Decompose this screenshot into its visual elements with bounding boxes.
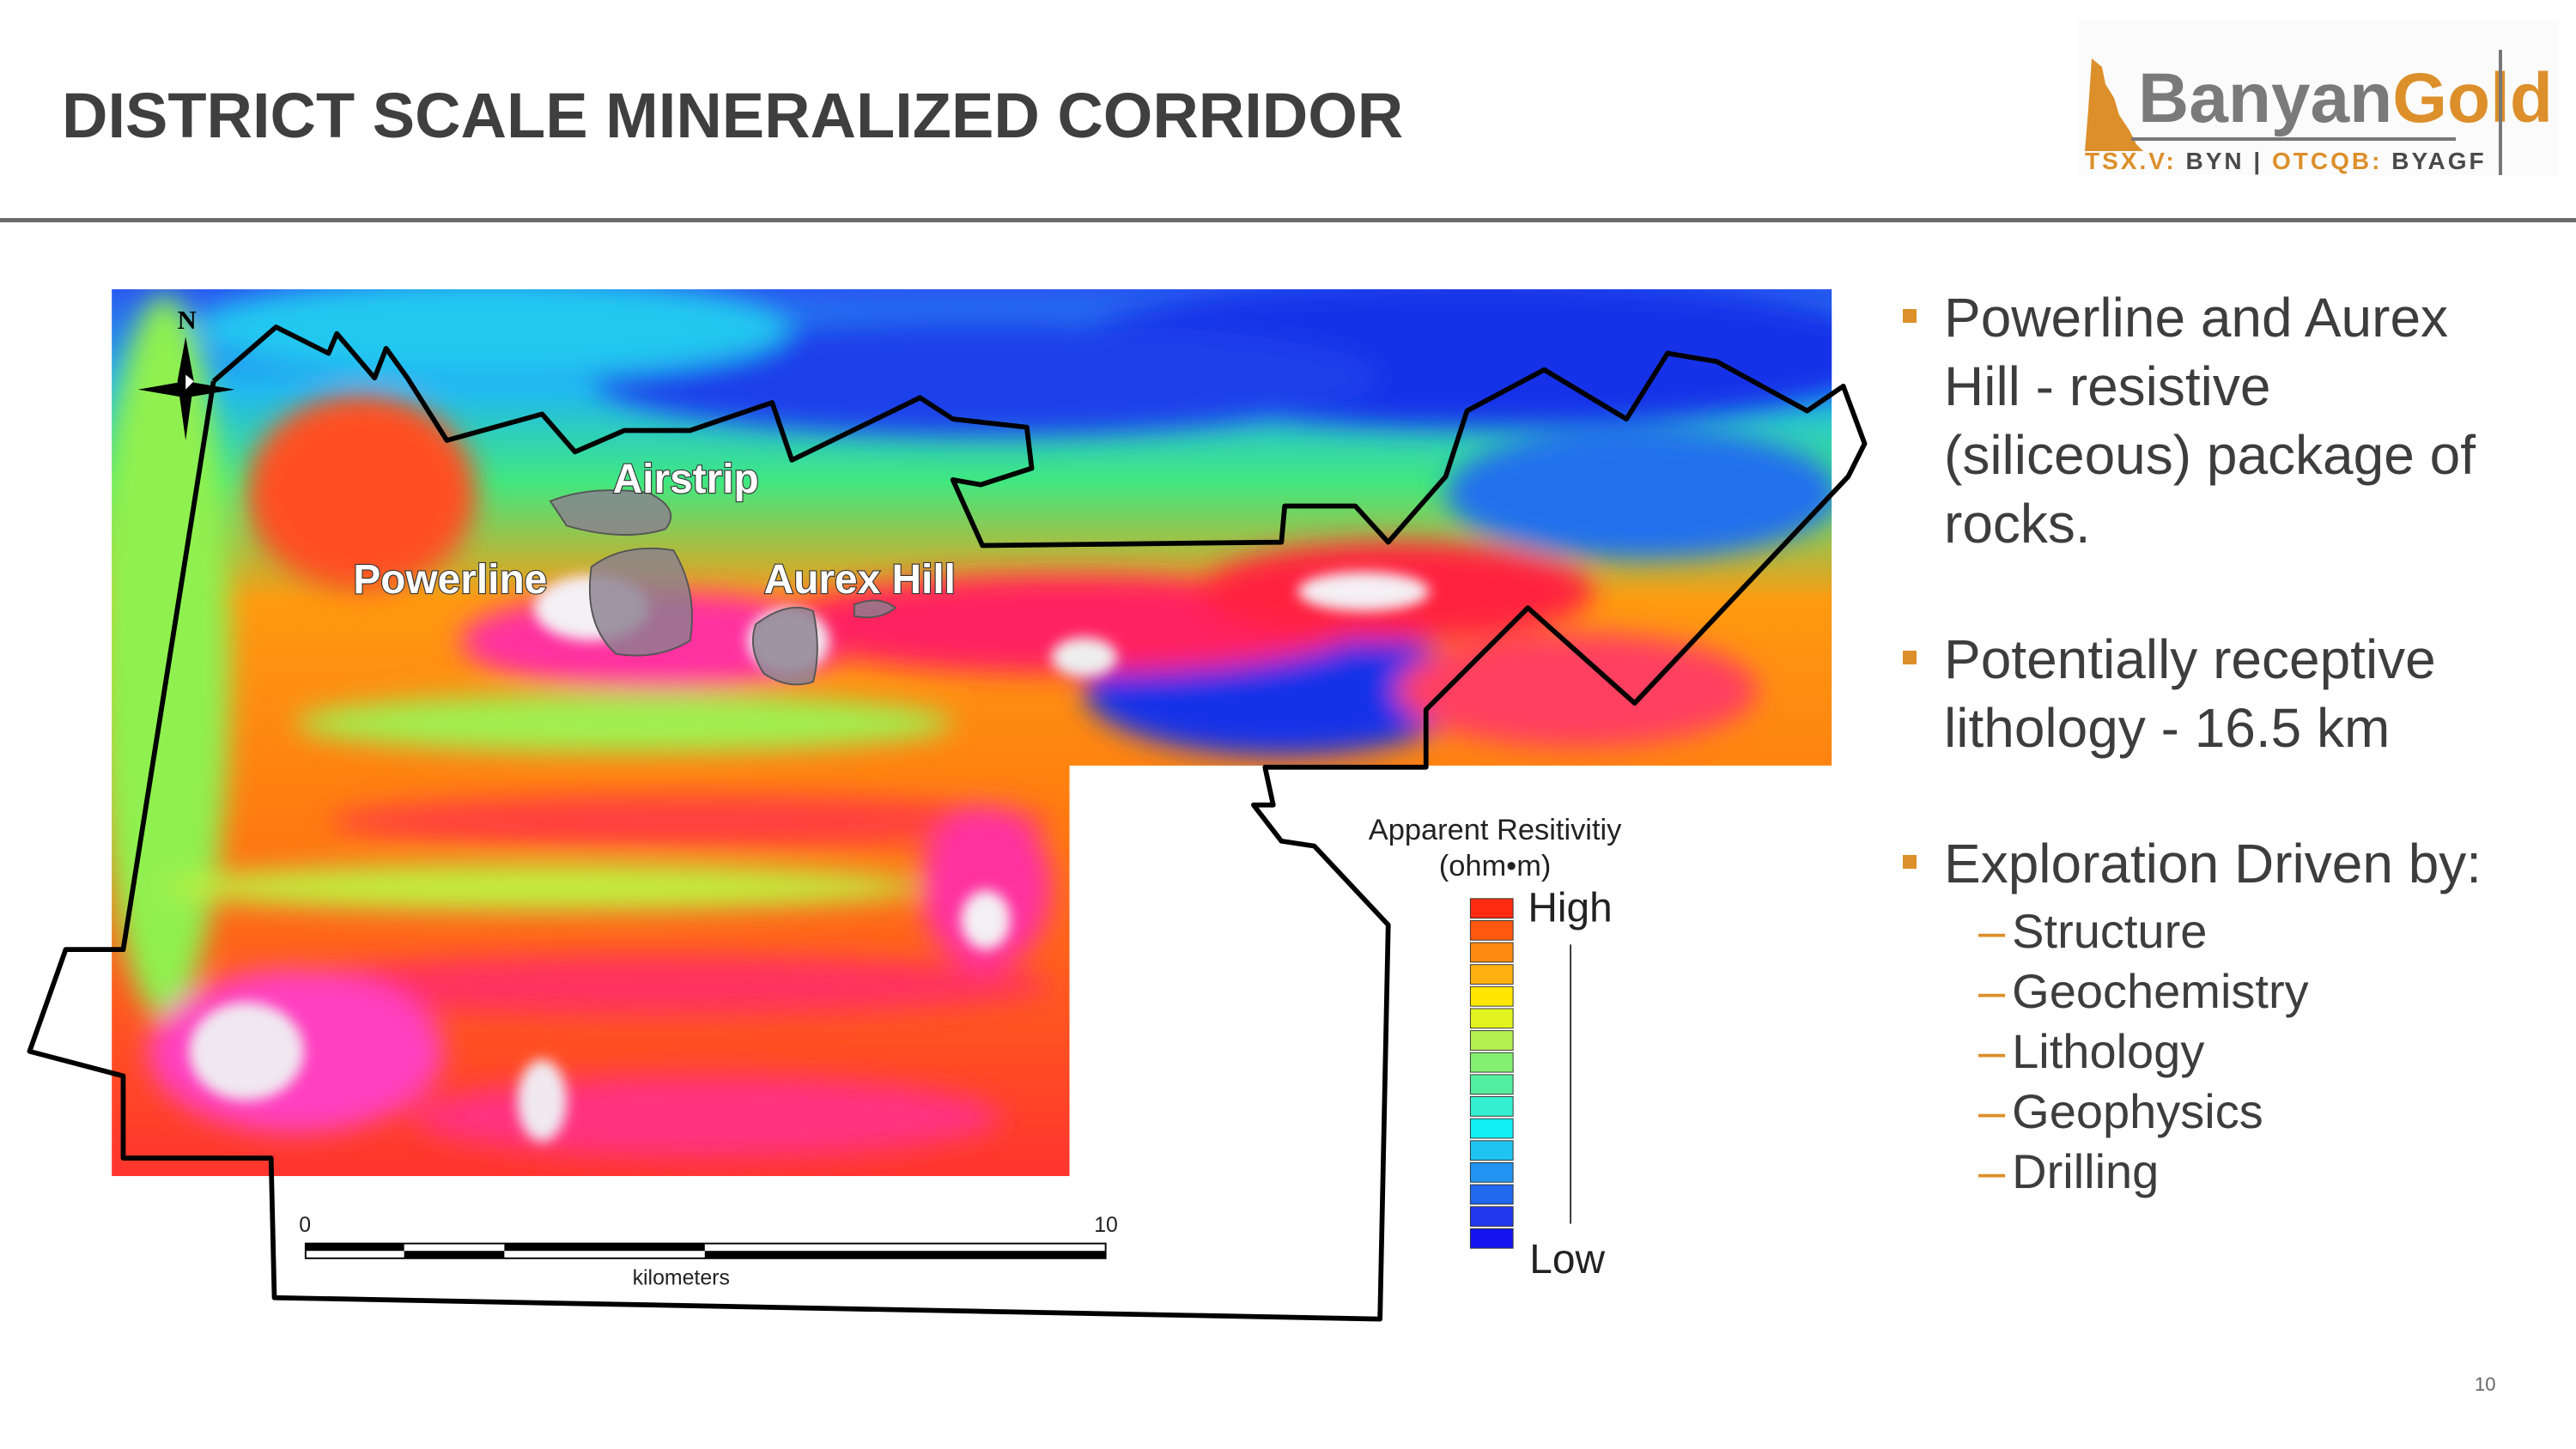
bullet-line: Powerline and Aurex [1944,287,2449,349]
legend-swatch [1469,1206,1514,1227]
north-arrow-icon: N [137,306,235,441]
bullet-line: Exploration Driven by: [1944,833,2482,894]
legend-swatch [1469,1118,1514,1139]
bullet-line: Hill - resistive [1944,355,2271,417]
bullet-line: Potentially receptive [1944,628,2436,690]
bullet-item: Exploration Driven by: [1898,829,2567,898]
logo-ticker: TSX.V: BYN | OTCQB: BYAGF [2085,148,2487,175]
resistivity-grid [112,288,1832,1177]
legend-swatch [1469,964,1514,985]
legend-swatch [1469,919,1514,941]
legend-unit: (ohm•m) [1439,850,1552,882]
legend-swatch [1469,1074,1514,1095]
legend-swatch [1469,1096,1514,1117]
bullet-line: rocks. [1944,493,2091,555]
sub-bullet-text: Geophysics [2012,1084,2263,1138]
logo-brand-part2: Gold [2392,59,2553,137]
bullet-line: (siliceous) package of [1944,424,2476,486]
label-airstrip: Airstrip [613,457,759,502]
bullet-item: Powerline and Aurex Hill - resistive (si… [1898,283,2567,558]
sub-bullet-list: – Structure – Geochemistry – Lithology – Geo… [1898,901,2567,1202]
label-powerline: Powerline [353,557,547,603]
sub-bullet-text: Drilling [2012,1144,2160,1198]
legend-title: Apparent Resitivitiy [1369,814,1622,846]
company-logo: BanyanGold TSX.V: BYN | OTCQB: BYAGF [2078,21,2559,175]
scale-end: 10 [1094,1213,1118,1237]
bullet-marker-icon [1903,651,1917,664]
legend-swatch [1469,898,1514,919]
legend-swatch [1469,1184,1514,1205]
page-title: DISTRICT SCALE MINERALIZED CORRIDOR [62,80,1404,151]
scale-unit: kilometers [633,1265,730,1289]
legend-swatch [1469,1052,1514,1073]
ticker-separator: | [2253,148,2263,174]
logo-underline [2131,137,2456,141]
legend-swatch [1469,1030,1514,1051]
legend-high: High [1528,886,1612,931]
bullet-list: Powerline and Aurex Hill - resistive (si… [1898,283,2567,1202]
property-boundary [27,324,1868,1322]
bullet-marker-icon [1903,855,1917,869]
sub-bullet-text: Structure [2012,904,2208,958]
sub-bullet-item: – Geophysics [1978,1084,2263,1138]
resistivity-legend: Apparent Resitivitiy (ohm•m) High Low [1369,814,1622,1282]
sub-bullet-item: – Geochemistry [1978,964,2309,1018]
sub-bullet-item: – Lithology [1978,1024,2205,1078]
legend-swatch [1469,1228,1514,1249]
legend-swatch [1469,1008,1514,1029]
yukon-peak-icon [2085,58,2143,151]
logo-vertical-line [2499,50,2502,175]
legend-low: Low [1529,1237,1605,1282]
ticker-symbol-2: BYAGF [2391,148,2487,174]
scale-start: 0 [299,1213,311,1237]
logo-brand-part1: Banyan [2138,59,2393,137]
legend-swatch [1469,985,1514,1007]
legend-swatch [1469,942,1514,963]
ticker-symbol-1: BYN [2185,148,2245,174]
sub-bullet-item: – Drilling [1978,1144,2160,1198]
legend-swatch [1469,1140,1514,1161]
legend-swatch [1469,1161,1514,1183]
north-label: N [178,306,197,335]
sub-bullet-item: – Structure [1978,904,2208,958]
sub-bullet-text: Lithology [2012,1024,2205,1078]
logo-wordmark: BanyanGold [2138,58,2553,139]
sub-bullet-text: Geochemistry [2012,964,2309,1018]
ticker-exchange-2: OTCQB: [2272,148,2383,174]
scale-bar: 0 10 kilometers [299,1213,1118,1289]
label-aurex-hill: Aurex Hill [764,557,956,603]
bullet-item: Potentially receptive lithology - 16.5 k… [1898,625,2567,762]
target-outlines [549,489,897,686]
header-divider [0,218,2576,222]
page-number: 10 [2475,1373,2496,1395]
bullet-marker-icon [1903,309,1917,323]
ticker-exchange-1: TSX.V: [2085,148,2177,174]
bullet-line: lithology - 16.5 km [1944,697,2391,759]
